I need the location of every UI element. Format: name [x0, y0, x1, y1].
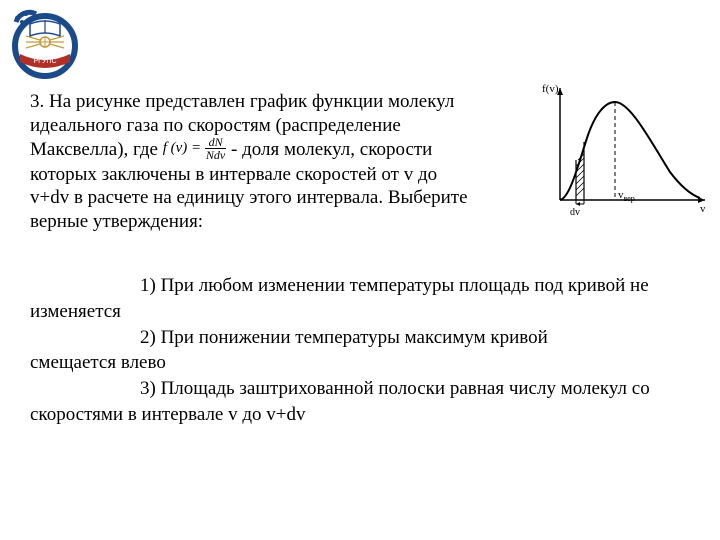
- page: РГУПС 3. На рисунке представлен график ф…: [0, 0, 720, 540]
- text-line: верные утверждения:: [30, 211, 203, 232]
- formula-denominator: Ndv: [205, 149, 226, 161]
- graph-vpeak-label: vвер: [618, 189, 635, 203]
- formula-numerator: dN: [205, 136, 226, 149]
- text-line: которых заключены в интервале скоростей …: [30, 164, 437, 185]
- option-1-cont: изменяется: [30, 300, 690, 324]
- option-text: смещается влево: [30, 352, 166, 373]
- graph-dv-label: dv: [570, 207, 580, 218]
- formula-lhs: f (v) =: [163, 140, 201, 156]
- answer-options: 1) При любом изменении температуры площа…: [30, 274, 690, 429]
- text-line: Максвелла), где: [30, 139, 163, 160]
- text-line: идеального газа по скоростям (распределе…: [30, 115, 401, 136]
- graph-ylabel: f(v): [542, 83, 559, 95]
- option-3: 3) Площадь заштрихованной полоски равная…: [30, 377, 690, 401]
- svg-text:РГУПС: РГУПС: [34, 58, 57, 65]
- option-text: изменяется: [30, 301, 121, 322]
- text-line: 3. На рисунке представлен график функции…: [30, 91, 454, 112]
- problem-text: 3. На рисунке представлен график функции…: [30, 90, 538, 234]
- text-line: v+dv в расчете на единицу этого интервал…: [30, 187, 468, 208]
- option-text: 1) При любом изменении температуры площа…: [140, 275, 649, 296]
- formula: f (v) = dN Ndv: [163, 136, 227, 161]
- graph-xlabel: v: [700, 203, 706, 215]
- option-text: скоростями в интервале v до v+dv: [30, 404, 306, 425]
- option-1: 1) При любом изменении температуры площа…: [30, 274, 690, 298]
- maxwell-distribution-graph: f(v) v dv vвер: [540, 80, 710, 220]
- option-3-cont: скоростями в интервале v до v+dv: [30, 403, 690, 427]
- option-2-cont: смещается влево: [30, 351, 690, 375]
- option-text: 3) Площадь заштрихованной полоски равная…: [140, 378, 650, 399]
- option-text: 2) При понижении температуры максимум кр…: [140, 327, 548, 348]
- university-logo: РГУПС: [8, 6, 82, 80]
- text-line: - доля молекул, скорости: [231, 139, 432, 160]
- option-2: 2) При понижении температуры максимум кр…: [30, 326, 690, 350]
